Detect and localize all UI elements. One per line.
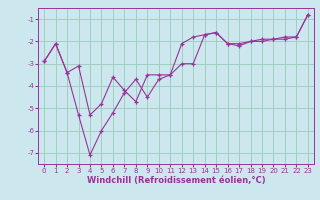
X-axis label: Windchill (Refroidissement éolien,°C): Windchill (Refroidissement éolien,°C) xyxy=(87,176,265,185)
